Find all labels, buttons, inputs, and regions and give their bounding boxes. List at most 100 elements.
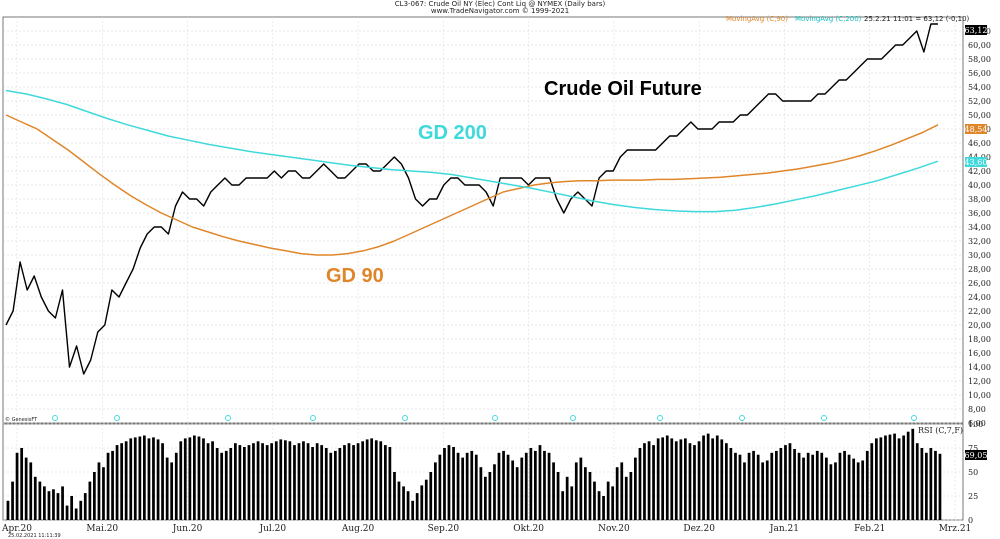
rsi-bar	[229, 448, 233, 520]
period-marker	[402, 415, 408, 421]
price-y-tick-label: 52,00	[968, 97, 991, 106]
flag-ma200: 43,60	[965, 157, 987, 167]
rsi-y-axis: 0 25 50 75 100	[968, 420, 983, 525]
x-tick-label: Dez.20	[683, 524, 715, 534]
rsi-bar	[574, 462, 578, 520]
rsi-bar	[911, 428, 915, 520]
rsi-bar	[143, 435, 146, 520]
legend-ma90: MovingAvg (C,90)	[726, 15, 788, 23]
rsi-bar	[374, 440, 378, 520]
rsi-bar	[779, 448, 783, 520]
rsi-bar	[6, 500, 10, 520]
rsi-bar	[202, 438, 205, 520]
rsi-y-tick-label: 25	[968, 492, 978, 501]
rsi-bar	[825, 457, 828, 520]
rsi-bar	[206, 443, 210, 520]
rsi-bar	[693, 445, 696, 520]
rsi-bar	[393, 472, 396, 520]
chart-title: Crude Oil Future	[544, 78, 702, 100]
rsi-bar	[884, 435, 887, 520]
x-tick-label: Jan.21	[769, 524, 799, 534]
rsi-bar	[752, 450, 755, 520]
rsi-bar	[756, 454, 760, 520]
rsi-bar	[897, 438, 901, 520]
rsi-bar	[24, 457, 28, 520]
price-y-tick-label: 20,00	[968, 321, 991, 330]
rsi-bar	[865, 450, 869, 520]
rsi-bar	[725, 443, 728, 520]
rsi-bar	[406, 491, 410, 520]
annotation-gd90: GD 90	[326, 265, 384, 287]
rsi-bar	[315, 443, 319, 520]
rsi-bar	[120, 443, 124, 520]
rsi-bar	[429, 472, 433, 520]
rsi-bar	[615, 467, 619, 520]
rsi-bar	[274, 441, 278, 520]
rsi-bar	[929, 448, 933, 520]
rsi-bar	[679, 439, 683, 520]
rsi-bar	[806, 452, 810, 520]
rsi-bar	[183, 438, 187, 520]
rsi-bar	[311, 447, 314, 520]
annotation-gd200: GD 200	[418, 122, 487, 144]
price-y-tick-label: 54,00	[968, 83, 991, 92]
rsi-bar	[661, 437, 665, 520]
rsi-bar	[170, 462, 174, 520]
rsi-bar	[265, 445, 269, 520]
x-tick-label: Apr.20	[1, 524, 32, 534]
rsi-bar	[238, 445, 242, 520]
price-y-tick-label: 6,00	[968, 419, 986, 428]
rsi-bar	[147, 438, 151, 520]
rsi-bar	[456, 452, 460, 520]
rsi-bar	[115, 445, 119, 520]
rsi-bar	[570, 486, 574, 520]
rsi-bar	[165, 457, 169, 520]
rsi-bar	[493, 464, 496, 520]
rsi-bar	[938, 453, 942, 520]
rsi-bar	[452, 447, 455, 520]
price-y-tick-label: 28,00	[968, 265, 991, 274]
series-line-1	[5, 114, 939, 256]
rsi-bar	[29, 462, 33, 520]
rsi-bar	[879, 437, 883, 520]
rsi-bar	[443, 448, 446, 520]
rsi-bar	[893, 433, 896, 520]
rsi-bar	[215, 448, 219, 520]
rsi-bar	[665, 435, 669, 520]
flag-rsi-value: 69,05	[965, 451, 988, 460]
chart-header-title: CL3-067: Crude Oil NY (Elec) Cont Liq @ …	[395, 0, 606, 8]
legend-quote: 25.2.21 11:01 = 63,12 (-0,10)	[864, 15, 970, 23]
rsi-bar	[247, 445, 251, 520]
rsi-y-tick-label: 0	[968, 516, 973, 525]
price-y-tick-label: 8,00	[968, 405, 986, 414]
price-y-tick-label: 12,00	[968, 377, 991, 386]
rsi-bar	[138, 436, 142, 520]
rsi-bar	[284, 440, 287, 520]
rsi-bar	[861, 460, 865, 520]
rsi-bar	[738, 454, 742, 520]
rsi-bar	[211, 441, 214, 520]
rsi-bar	[56, 493, 60, 520]
rsi-bar	[720, 439, 724, 520]
rsi-bar	[356, 443, 360, 520]
chart-header-source: www.TradeNavigator.com © 1999-2021	[431, 7, 569, 15]
rsi-bars	[6, 428, 942, 520]
rsi-grid	[3, 423, 963, 521]
price-y-tick-label: 36,00	[968, 209, 991, 218]
rsi-bar	[470, 450, 474, 520]
rsi-bar	[111, 450, 114, 520]
x-tick-label: Aug.20	[341, 524, 375, 534]
rsi-bar	[870, 443, 874, 520]
rsi-bar	[261, 443, 264, 520]
rsi-bar	[11, 481, 14, 520]
x-axis: Apr.20 Mai.20 Jun.20 Jul.20 Aug.20 Sep.20 Okt.…	[1, 17, 971, 534]
rsi-bar	[302, 441, 305, 520]
rsi-bar	[765, 460, 769, 520]
rsi-bar	[829, 464, 833, 520]
rsi-bar	[656, 438, 660, 520]
rsi-bar	[811, 454, 815, 520]
rsi-bar	[552, 462, 555, 520]
rsi-bar	[647, 441, 651, 520]
rsi-bar	[793, 449, 796, 520]
rsi-bar	[606, 481, 610, 520]
